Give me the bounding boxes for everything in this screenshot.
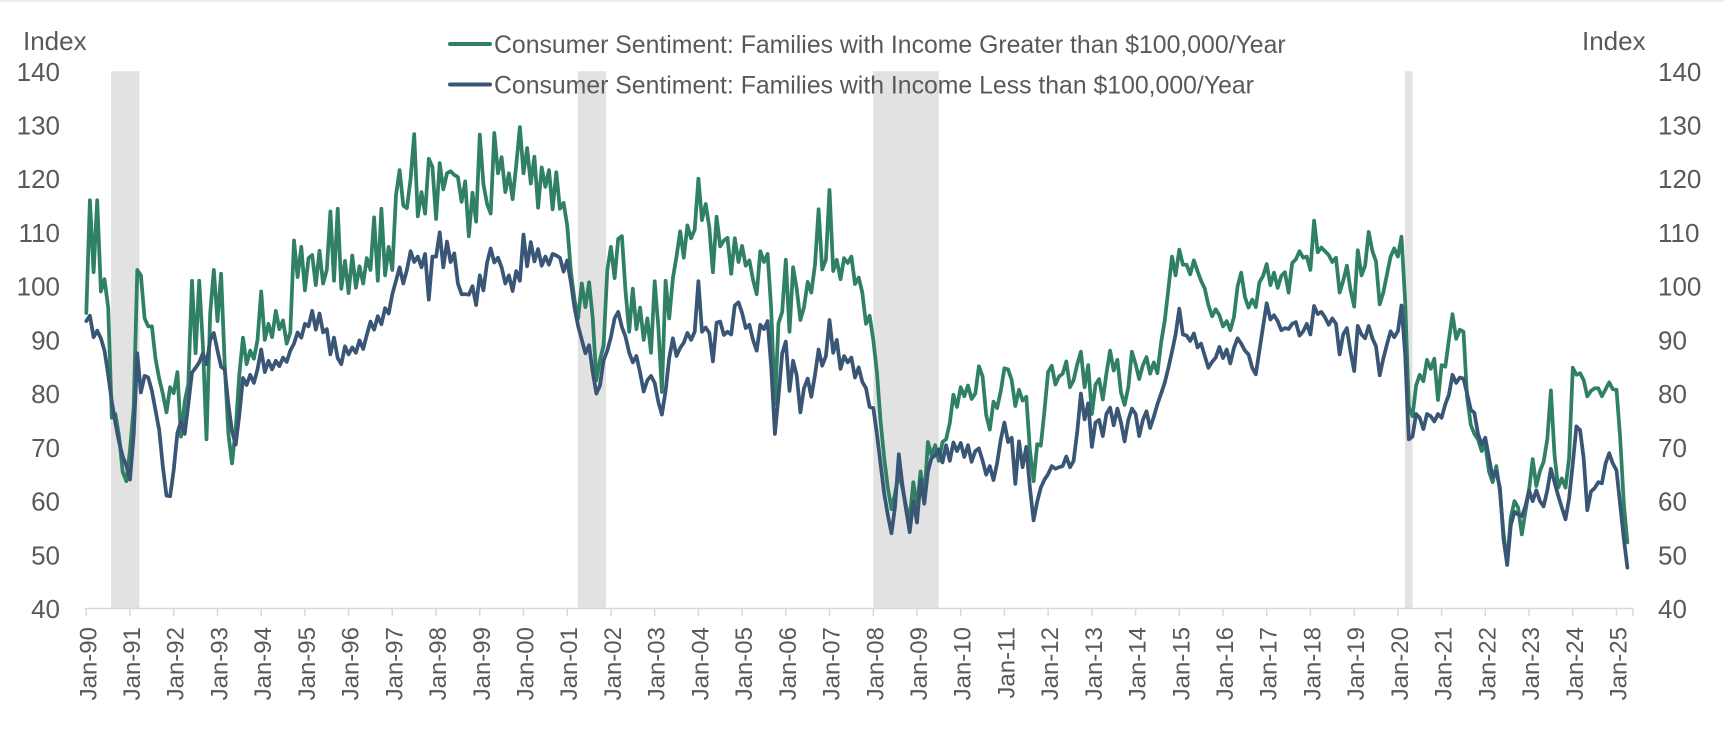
svg-text:Jan-15: Jan-15 — [1168, 627, 1195, 700]
svg-text:110: 110 — [19, 218, 60, 248]
svg-text:Jan-93: Jan-93 — [207, 627, 234, 700]
svg-text:Jan-16: Jan-16 — [1212, 627, 1239, 700]
svg-text:Jan-18: Jan-18 — [1299, 627, 1326, 700]
svg-text:Jan-09: Jan-09 — [906, 627, 933, 700]
svg-text:Jan-92: Jan-92 — [163, 627, 190, 700]
svg-text:Jan-22: Jan-22 — [1474, 627, 1501, 700]
svg-text:90: 90 — [31, 325, 60, 355]
svg-text:Jan-21: Jan-21 — [1431, 627, 1458, 700]
svg-text:Jan-94: Jan-94 — [250, 627, 277, 700]
svg-text:40: 40 — [31, 594, 60, 624]
svg-text:Consumer Sentiment: Families w: Consumer Sentiment: Families with Income… — [494, 73, 1254, 100]
svg-text:Jan-98: Jan-98 — [425, 627, 452, 700]
svg-text:Consumer Sentiment: Families w: Consumer Sentiment: Families with Income… — [494, 32, 1286, 59]
svg-text:Jan-07: Jan-07 — [819, 627, 846, 700]
svg-text:Jan-97: Jan-97 — [381, 627, 408, 700]
svg-text:90: 90 — [1658, 325, 1687, 355]
svg-text:Jan-95: Jan-95 — [294, 627, 321, 700]
svg-text:60: 60 — [1658, 487, 1687, 517]
svg-text:40: 40 — [1658, 594, 1687, 624]
svg-text:Jan-02: Jan-02 — [600, 627, 627, 700]
svg-text:Jan-08: Jan-08 — [862, 627, 889, 700]
svg-text:80: 80 — [1658, 379, 1687, 409]
svg-text:Jan-12: Jan-12 — [1037, 627, 1064, 700]
svg-text:70: 70 — [31, 433, 60, 463]
svg-text:100: 100 — [17, 272, 60, 302]
svg-text:Jan-90: Jan-90 — [75, 627, 102, 700]
svg-text:80: 80 — [31, 379, 60, 409]
svg-text:50: 50 — [1658, 540, 1687, 570]
svg-text:120: 120 — [17, 164, 60, 194]
svg-text:Jan-06: Jan-06 — [775, 627, 802, 700]
svg-text:110: 110 — [1658, 218, 1699, 248]
svg-text:Index: Index — [1582, 26, 1646, 56]
svg-text:140: 140 — [1658, 57, 1701, 87]
svg-text:Index: Index — [23, 26, 87, 56]
svg-text:140: 140 — [17, 57, 60, 87]
svg-text:Jan-11: Jan-11 — [993, 627, 1020, 699]
svg-text:Jan-13: Jan-13 — [1081, 627, 1108, 700]
svg-text:Jan-91: Jan-91 — [119, 627, 146, 700]
svg-text:Jan-20: Jan-20 — [1387, 627, 1414, 700]
svg-text:70: 70 — [1658, 433, 1687, 463]
svg-text:Jan-96: Jan-96 — [338, 627, 365, 700]
svg-text:Jan-05: Jan-05 — [731, 627, 758, 700]
svg-text:130: 130 — [1658, 111, 1701, 141]
svg-text:Jan-04: Jan-04 — [687, 627, 714, 700]
svg-text:Jan-00: Jan-00 — [513, 627, 540, 700]
svg-text:Jan-99: Jan-99 — [469, 627, 496, 700]
svg-text:50: 50 — [31, 540, 60, 570]
svg-text:Jan-19: Jan-19 — [1343, 627, 1370, 700]
svg-text:Jan-01: Jan-01 — [556, 627, 583, 700]
svg-text:Jan-23: Jan-23 — [1518, 627, 1545, 700]
svg-text:100: 100 — [1658, 272, 1701, 302]
svg-text:Jan-17: Jan-17 — [1256, 627, 1283, 700]
svg-text:Jan-25: Jan-25 — [1606, 627, 1633, 700]
svg-text:Jan-10: Jan-10 — [950, 627, 977, 700]
svg-text:130: 130 — [17, 111, 60, 141]
svg-text:120: 120 — [1658, 164, 1701, 194]
svg-text:Jan-03: Jan-03 — [644, 627, 671, 700]
svg-text:60: 60 — [31, 487, 60, 517]
svg-text:Jan-24: Jan-24 — [1562, 627, 1589, 700]
svg-text:Jan-14: Jan-14 — [1125, 627, 1152, 700]
